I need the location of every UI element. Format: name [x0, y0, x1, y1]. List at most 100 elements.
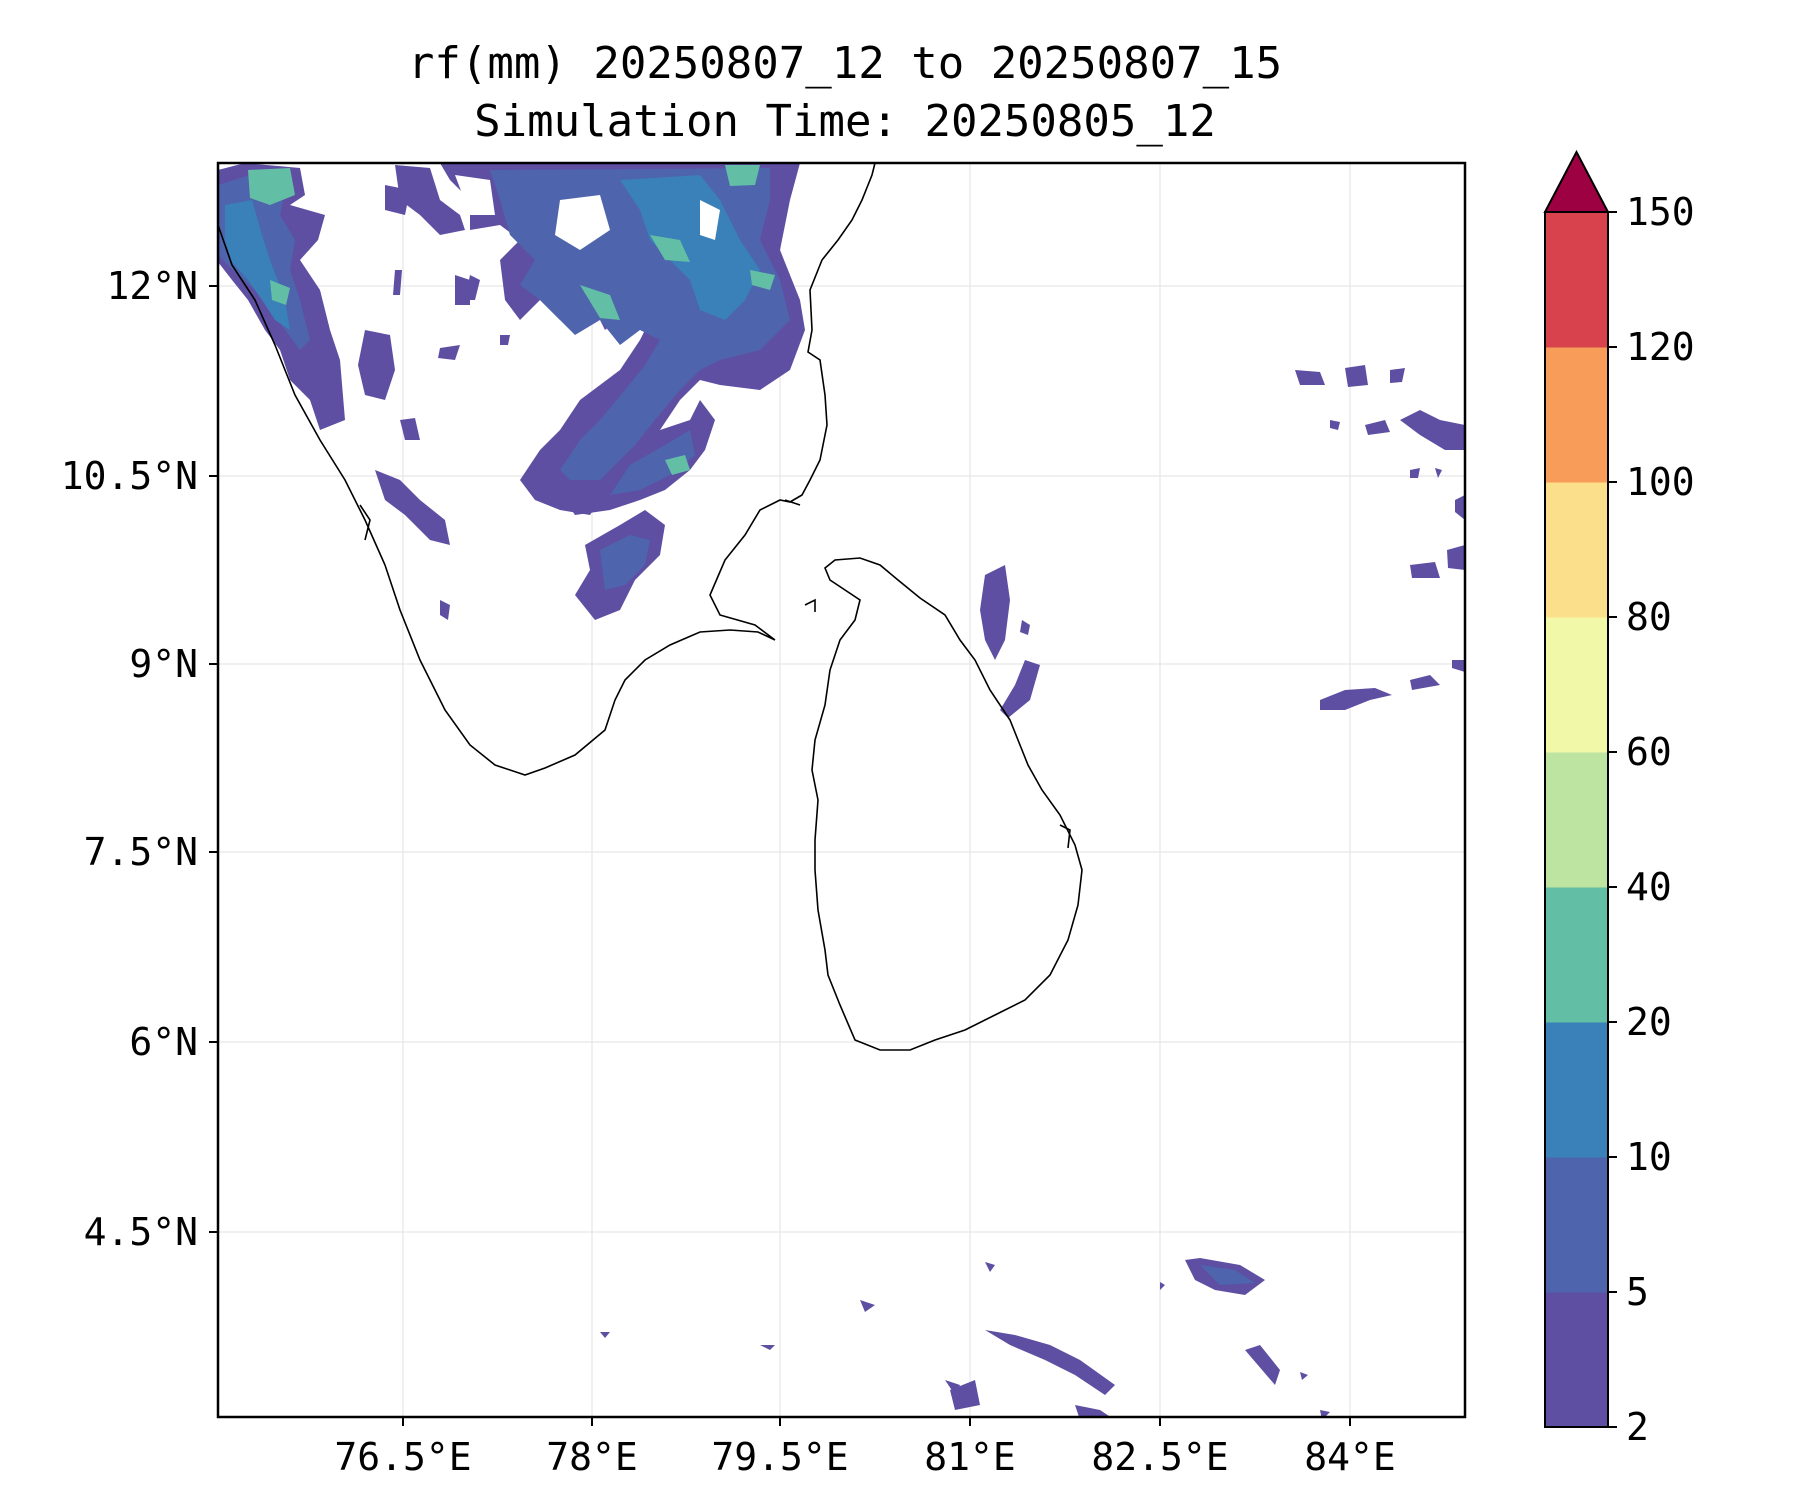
- x-axis: 76.5°E 78°E 79.5°E 81°E 82.5°E 84°E: [334, 1417, 1396, 1479]
- rain-patch: [665, 455, 690, 475]
- colorbar-tick-label: 120: [1626, 325, 1695, 369]
- colorbar-tick-label: 80: [1626, 595, 1672, 639]
- colorbar-segment: [1545, 347, 1608, 483]
- rain-patch: [600, 535, 650, 590]
- rain-patch: [1320, 688, 1392, 710]
- map-title-line-1: rf(mm) 20250807_12 to 20250807_15: [407, 38, 1283, 89]
- x-tick-label: 78°E: [546, 1435, 638, 1479]
- rain-patch: [375, 470, 450, 545]
- rain-patch: [248, 168, 295, 205]
- rain-patch: [1410, 562, 1440, 578]
- india-coastline: [218, 163, 876, 776]
- colorbar-tick-label: 2: [1626, 1405, 1649, 1449]
- colorbar-segment: [1545, 752, 1608, 888]
- colorbar-segment: [1545, 1292, 1608, 1428]
- rain-patch: [270, 280, 290, 305]
- colorbar-tick-label: 40: [1626, 865, 1672, 909]
- y-tick-label: 4.5°N: [84, 1210, 198, 1254]
- x-tick-label: 84°E: [1304, 1435, 1396, 1479]
- rain-patch: [1365, 420, 1390, 435]
- rain-patch: [610, 430, 695, 495]
- x-tick-label: 82.5°E: [1091, 1435, 1228, 1479]
- rain-patch: [440, 600, 450, 620]
- colorbar-segment: [1545, 1157, 1608, 1293]
- y-axis: 12°N 10.5°N 9°N 7.5°N 6°N 4.5°N: [61, 264, 218, 1254]
- x-tick-label: 76.5°E: [334, 1435, 471, 1479]
- colorbar: 2 5 10 20 40 60 80 100 120 150: [1543, 149, 1695, 1449]
- rain-patch: [985, 1262, 995, 1272]
- rain-patch: [1410, 675, 1440, 690]
- rain-patch: [565, 400, 715, 515]
- colorbar-tick-label: 20: [1626, 1000, 1672, 1044]
- colorbar-segment: [1545, 212, 1608, 348]
- rain-patch: [1075, 1405, 1111, 1417]
- rain-patch: [385, 185, 410, 215]
- map-title-line-2: Simulation Time: 20250805_12: [474, 96, 1216, 147]
- y-tick-label: 10.5°N: [61, 454, 198, 498]
- rain-patch: [1295, 370, 1325, 385]
- rain-patch: [1400, 410, 1465, 450]
- y-tick-label: 7.5°N: [84, 830, 198, 874]
- rain-patch: [1410, 468, 1420, 478]
- rain-patch: [1447, 545, 1465, 570]
- rain-patch: [620, 175, 760, 320]
- rain-patch: [1020, 620, 1030, 635]
- colorbar-segment: [1545, 617, 1608, 753]
- rain-patch: [760, 1345, 775, 1350]
- rain-patch: [750, 270, 775, 290]
- rain-patch: [358, 330, 395, 400]
- srilanka-coastline: [811, 557, 1083, 1051]
- rain-patch: [1345, 365, 1368, 387]
- rain-patch: [1435, 468, 1442, 478]
- x-tick-label: 81°E: [924, 1435, 1016, 1479]
- colorbar-tick-label: 10: [1626, 1135, 1672, 1179]
- rain-patch: [438, 345, 460, 360]
- coast-detail: [359, 504, 371, 541]
- colorbar-tick-label: 5: [1626, 1270, 1649, 1314]
- rain-patch: [1200, 1265, 1255, 1285]
- rain-patch: [1455, 495, 1465, 520]
- colorbar-tick-label: 60: [1626, 730, 1672, 774]
- x-tick-label: 79.5°E: [711, 1435, 848, 1479]
- rainfall-field: [218, 163, 1465, 1417]
- rain-patch: [395, 165, 465, 235]
- colorbar-segment: [1545, 887, 1608, 1023]
- rain-patch: [725, 165, 760, 186]
- rain-patch: [1320, 1410, 1330, 1417]
- colorbar-frame: [1544, 211, 1609, 1428]
- colorbar-segment: [1545, 1022, 1608, 1158]
- colorbar-tick-label: 150: [1626, 190, 1695, 234]
- rain-patch: [500, 335, 510, 345]
- y-tick-label: 12°N: [106, 264, 198, 308]
- rain-patch: [1300, 1372, 1308, 1380]
- rain-patch: [1330, 420, 1340, 430]
- map-frame: [216, 161, 1467, 1419]
- coast-detail: [1059, 824, 1071, 849]
- rain-patch: [1245, 1345, 1280, 1385]
- rain-patch: [985, 1330, 1115, 1395]
- rain-patch: [1000, 660, 1040, 718]
- rain-patch: [860, 1300, 875, 1312]
- rain-patch: [1390, 368, 1405, 383]
- rain-patch: [650, 235, 690, 262]
- y-tick-label: 9°N: [129, 642, 198, 686]
- coast-detail: [804, 598, 816, 612]
- rain-patch: [465, 275, 480, 300]
- rain-patch: [393, 270, 402, 295]
- rain-patch: [980, 565, 1010, 660]
- rain-patch: [600, 1332, 610, 1338]
- colorbar-segment: [1545, 482, 1608, 618]
- colorbar-extend-arrow: [1543, 149, 1610, 213]
- coast-detail: [784, 499, 801, 506]
- rain-patch: [580, 285, 620, 320]
- y-tick-label: 6°N: [129, 1020, 198, 1064]
- rain-patch: [950, 1380, 980, 1410]
- rain-patch: [1160, 1282, 1165, 1290]
- rain-patch: [1452, 660, 1465, 672]
- gridlines: [218, 163, 1465, 1417]
- rain-patch: [400, 418, 420, 440]
- rain-patch: [490, 168, 790, 480]
- colorbar-tick-label: 100: [1626, 460, 1695, 504]
- coastline: [218, 163, 1083, 1051]
